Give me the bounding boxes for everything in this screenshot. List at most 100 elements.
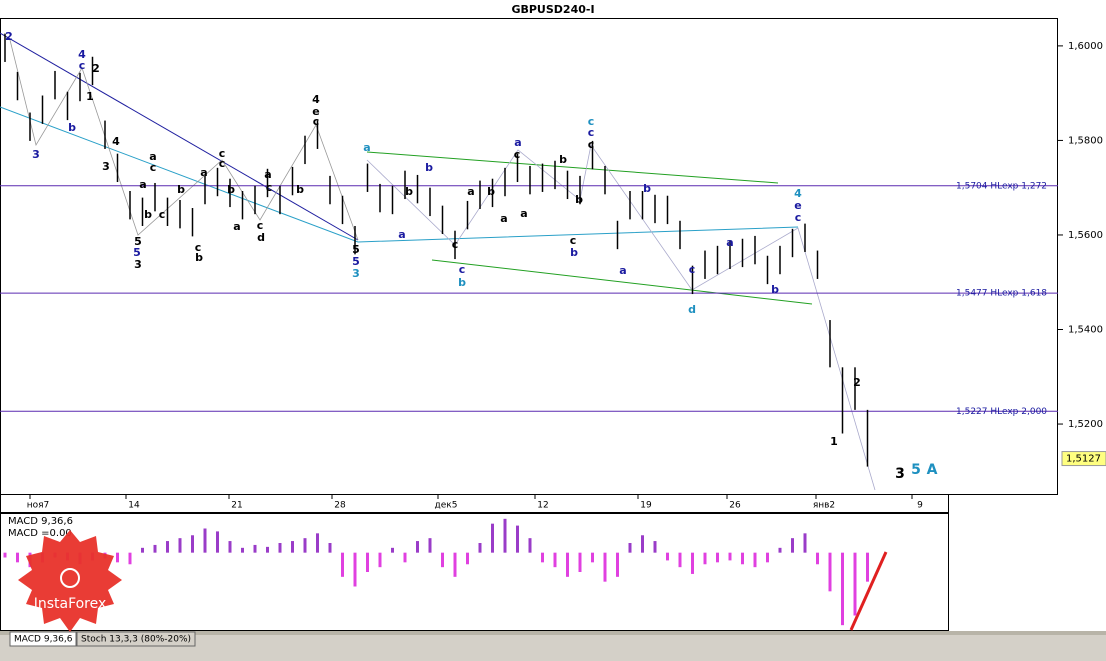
wave-label: A <box>927 462 938 478</box>
macd-bar <box>228 541 232 553</box>
wave-label: c <box>266 181 273 194</box>
wave-label: b <box>296 183 304 196</box>
macd-frame <box>0 513 949 631</box>
tab-label[interactable]: Stoch 13,3,3 (80%-20%) <box>81 635 191 645</box>
y-tick-label: 1,5600 <box>1068 230 1103 241</box>
macd-bar <box>328 543 332 553</box>
last-price-label: 1,5127 <box>1066 454 1101 465</box>
wave-label: c <box>313 115 320 128</box>
wave-label: b <box>458 276 466 289</box>
wave-label: e <box>312 105 319 118</box>
wave-label: a <box>398 228 405 241</box>
wave-label: d <box>688 303 696 316</box>
wave-path <box>9 39 359 241</box>
wave-label: a <box>619 264 626 277</box>
wave-label: a <box>233 220 240 233</box>
macd-bar <box>578 552 582 572</box>
wave-label: c <box>514 148 521 161</box>
macd-bar <box>153 544 157 553</box>
wave-label: b <box>68 121 76 134</box>
wave-label: b <box>771 283 779 296</box>
wave-label: 4 <box>794 187 802 200</box>
macd-bar <box>741 552 744 565</box>
wave-label: b <box>177 183 185 196</box>
wave-label: 4 <box>112 135 120 148</box>
macd-bar <box>728 552 732 561</box>
wave-label: 2 <box>853 376 861 389</box>
tab[interactable] <box>76 631 196 647</box>
wave-label: a <box>726 236 733 249</box>
wave-label: b <box>195 251 203 264</box>
macd-bar <box>428 538 432 553</box>
wave-label: b <box>570 246 578 259</box>
x-tick-label: 28 <box>334 501 346 511</box>
wave-label: a <box>514 136 521 149</box>
macd-bar <box>553 552 557 568</box>
wave-label: 3 <box>895 466 905 482</box>
macd-bar <box>166 541 169 553</box>
wave-label: c <box>588 115 595 128</box>
wave-label: 5 <box>133 246 141 259</box>
trend-line <box>431 259 813 305</box>
wave-label: 4 <box>78 48 86 61</box>
wave-label: b <box>643 182 651 195</box>
macd-bar <box>703 552 707 565</box>
level-label: 1,5227 HLexp 2,000 <box>956 407 1047 417</box>
macd-bar <box>253 544 257 553</box>
macd-bar <box>353 552 357 587</box>
y-tick-label: 1,5200 <box>1068 419 1103 430</box>
macd-bar <box>378 552 382 568</box>
macd-bar <box>841 552 844 626</box>
macd-bar <box>516 525 519 553</box>
macd-bar <box>441 552 444 568</box>
macd-bar <box>203 528 207 553</box>
macd-title: MACD 9,36,6 <box>8 516 73 527</box>
wave-label: 2 <box>5 30 13 43</box>
x-tick-label: ноя7 <box>27 501 50 511</box>
macd-bar <box>141 547 144 553</box>
wave-label: c <box>588 138 595 151</box>
wave-label: 3 <box>32 148 40 161</box>
wave-label: c <box>195 241 202 254</box>
wave-label: 1 <box>86 90 94 103</box>
macd-bar <box>391 547 394 553</box>
separator <box>0 631 1106 635</box>
macd-bar <box>241 547 244 553</box>
macd-bar <box>753 552 757 568</box>
macd-bar <box>641 535 644 553</box>
macd-bar <box>278 543 282 553</box>
macd-bar <box>453 552 457 577</box>
macd-bar <box>503 518 507 553</box>
macd-bar <box>666 552 669 561</box>
wave-label: a <box>264 168 271 181</box>
logo-badge <box>18 530 122 632</box>
macd-bar <box>603 552 607 582</box>
y-tick-label: 1,5400 <box>1068 325 1103 336</box>
wave-path <box>366 144 876 491</box>
level-label: 1,5704 HLexp 1,272 <box>956 181 1047 191</box>
wave-label: b <box>144 208 152 221</box>
wave-label: 5 <box>134 235 142 248</box>
logo-text: InstaForex <box>34 596 107 612</box>
wave-label: c <box>159 208 166 221</box>
wave-label: b <box>575 193 583 206</box>
wave-label: c <box>570 234 577 247</box>
macd-bar <box>216 531 219 553</box>
macd-bar <box>178 538 182 553</box>
x-tick-label: 14 <box>128 501 140 511</box>
macd-bar <box>766 552 769 563</box>
tab[interactable] <box>9 631 77 647</box>
wave-label: c <box>150 161 157 174</box>
macd-bar <box>291 541 294 553</box>
wave-label: e <box>794 199 801 212</box>
wave-label: c <box>257 219 264 232</box>
macd-bar <box>466 552 469 565</box>
wave-label: c <box>588 126 595 139</box>
wave-label: b <box>227 183 235 196</box>
x-tick-label: 26 <box>729 501 741 511</box>
x-tick-label: 19 <box>640 501 652 511</box>
wave-label: c <box>689 263 696 276</box>
chart-title: GBPUSD240-I <box>511 3 594 16</box>
tab-label[interactable]: MACD 9,36,6 <box>14 635 73 645</box>
level-label: 1,5477 HLexp 1,618 <box>956 289 1047 299</box>
